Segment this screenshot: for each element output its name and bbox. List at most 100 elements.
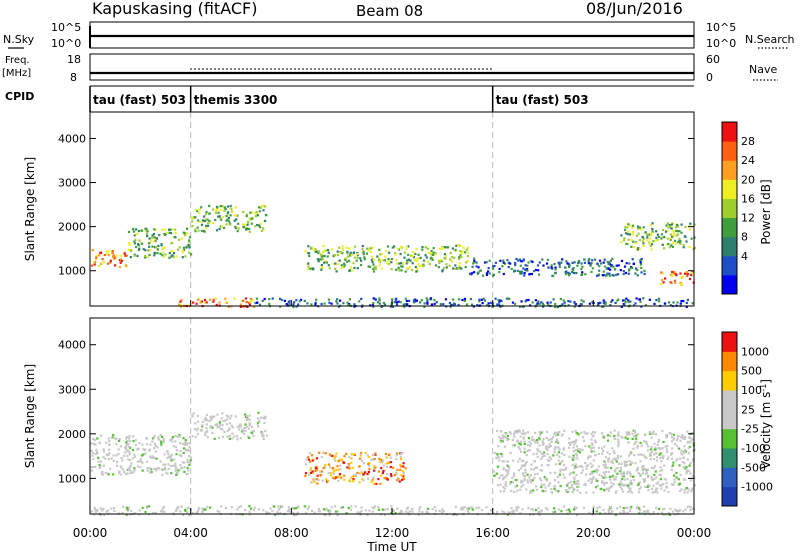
echo-cell [407, 258, 410, 261]
echo-cell [353, 453, 356, 456]
echo-cell [597, 452, 600, 456]
echo-cell [520, 272, 523, 275]
echo-cell [188, 304, 191, 307]
echo-cell [595, 510, 598, 513]
echo-cell [343, 265, 346, 268]
echo-cell [179, 442, 182, 445]
echo-cell [133, 234, 136, 237]
echo-cell [539, 450, 542, 453]
echo-cell [163, 228, 167, 231]
echo-cell [521, 432, 525, 435]
echo-cell [607, 508, 610, 511]
echo-cell [215, 229, 219, 232]
echo-cell [402, 476, 405, 479]
echo-cell [311, 459, 314, 462]
echo-cell [592, 446, 595, 449]
echo-cell [247, 427, 251, 430]
echo-cell [503, 511, 506, 514]
echo-cell [619, 470, 622, 473]
echo-cell [341, 245, 344, 248]
echo-cell [649, 244, 652, 248]
echo-cell [337, 479, 340, 482]
echo-cell [522, 437, 525, 440]
echo-cell [175, 449, 178, 452]
echo-cell [340, 458, 344, 461]
echo-cell [245, 215, 248, 218]
echo-cell [562, 447, 565, 450]
echo-cell [492, 265, 495, 268]
echo-cell [108, 440, 111, 443]
echo-cell [518, 448, 521, 451]
echo-cell [206, 436, 209, 439]
echo-cell [372, 482, 376, 485]
echo-cell [441, 269, 444, 272]
echo-cell [408, 299, 411, 302]
echo-cell [654, 433, 658, 436]
echo-cell [174, 440, 177, 443]
echo-cell [576, 432, 579, 435]
echo-cell [362, 253, 365, 256]
echo-cell [209, 298, 212, 301]
echo-cell [188, 455, 191, 458]
echo-cell [336, 250, 339, 253]
echo-cell [211, 431, 214, 434]
echo-cell [467, 246, 470, 249]
echo-cell [607, 458, 610, 461]
echo-cell [367, 248, 370, 251]
echo-cell [175, 473, 178, 476]
echo-cell [239, 424, 242, 427]
echo-cell [540, 301, 543, 304]
echo-cell [225, 418, 229, 421]
echo-cell [161, 473, 164, 476]
echo-cell [311, 470, 314, 473]
echo-cell [250, 507, 253, 510]
echo-cell [615, 490, 618, 493]
echo-cell [363, 258, 366, 261]
echo-cell [404, 303, 407, 306]
echo-cell [673, 474, 676, 477]
echo-cell [557, 433, 560, 436]
echo-cell [676, 444, 679, 448]
echo-cell [395, 452, 398, 455]
echo-cell [593, 431, 597, 434]
echo-cell [334, 455, 337, 458]
echo-cell [189, 456, 193, 459]
echo-cell [432, 251, 435, 254]
echo-cell [242, 429, 245, 432]
echo-cell [258, 210, 261, 213]
echo-cell [533, 438, 536, 441]
echo-cell [610, 511, 613, 514]
echo-cell [236, 438, 239, 441]
echo-cell [628, 431, 631, 434]
station-title: Kapuskasing (fitACF) [92, 0, 257, 18]
echo-cell [367, 477, 370, 480]
echo-cell [669, 507, 672, 510]
echo-cell [396, 468, 399, 471]
echo-cell [171, 228, 174, 231]
echo-cell [610, 265, 613, 268]
echo-cell [205, 211, 208, 214]
echo-cell [576, 489, 579, 492]
echo-cell [316, 482, 319, 485]
echo-cell [657, 440, 660, 443]
echo-cell [660, 233, 664, 236]
echo-cell [520, 479, 523, 483]
echo-cell [540, 479, 543, 482]
echo-cell [336, 253, 339, 256]
echo-cell [210, 417, 213, 420]
echo-cell [643, 468, 646, 471]
echo-cell [362, 479, 365, 482]
echo-cell [192, 412, 195, 415]
echo-cell [160, 435, 164, 439]
echo-cell [609, 304, 612, 307]
echo-cell [645, 469, 648, 472]
echo-cell [444, 246, 447, 249]
echo-cell [174, 228, 177, 231]
echo-cell [523, 447, 526, 450]
echo-cell [344, 258, 347, 261]
echo-cell [585, 467, 588, 470]
echo-cell [395, 472, 398, 475]
echo-cell [261, 299, 264, 302]
echo-cell [572, 450, 576, 453]
